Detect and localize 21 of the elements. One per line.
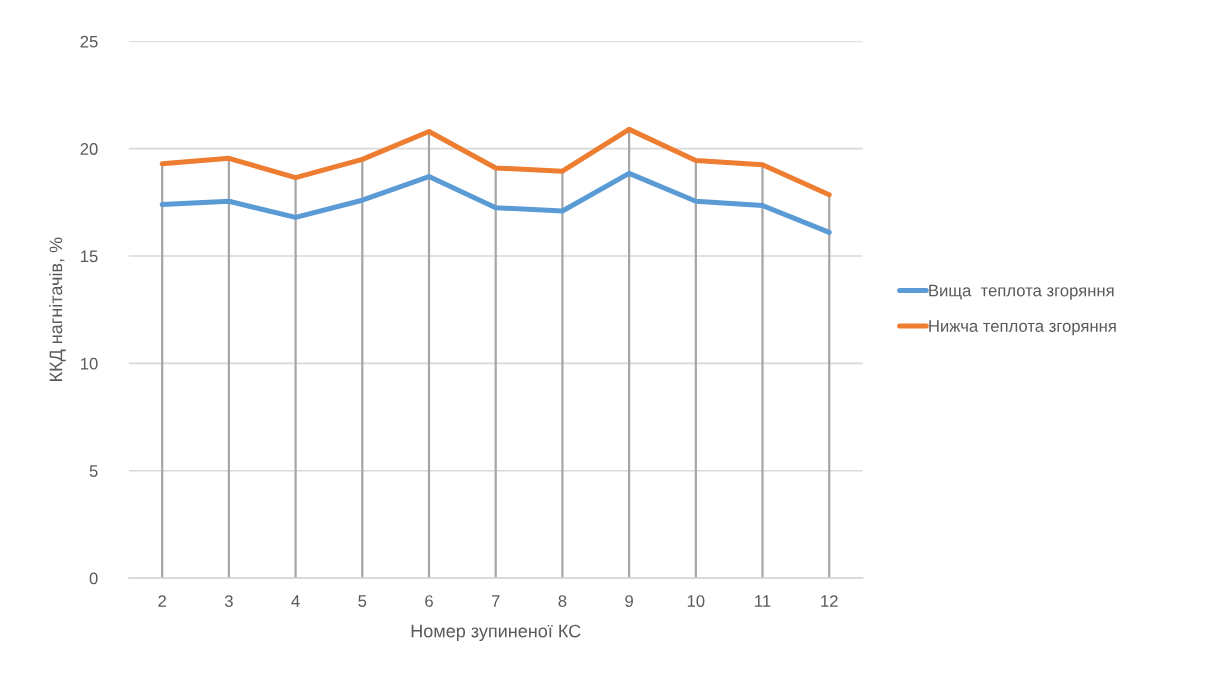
x-tick-label: 4 <box>291 595 300 607</box>
y-tick-label: 0 <box>89 572 98 585</box>
y-tick-label: 20 <box>80 143 98 155</box>
y-tick-label: 15 <box>81 250 98 263</box>
y-tick-label: 10 <box>81 357 98 370</box>
y-axis-title: ККД нагнітачів, % <box>49 237 66 382</box>
x-tick-label: 3 <box>224 595 233 607</box>
y-tick-label: 5 <box>89 465 98 477</box>
x-tick-label: 12 <box>821 595 838 607</box>
x-tick-label: 8 <box>558 595 567 607</box>
legend-label: Вища теплота згоряння <box>929 284 1114 300</box>
x-tick-label: 11 <box>755 595 771 607</box>
x-tick-label: 5 <box>358 595 367 607</box>
x-tick-label: 9 <box>625 595 633 607</box>
x-axis-title: Номер зупиненої КС <box>411 624 581 641</box>
x-tick-label: 10 <box>687 595 705 607</box>
legend-label: Нижча теплота згоряння <box>929 320 1116 336</box>
x-tick-label: 6 <box>425 595 433 607</box>
y-tick-label: 25 <box>80 35 98 48</box>
x-tick-label: 7 <box>491 595 500 607</box>
x-tick-label: 2 <box>158 595 166 607</box>
